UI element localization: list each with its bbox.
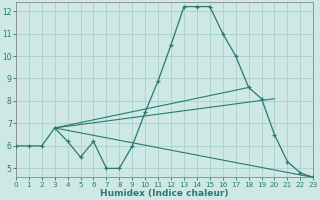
X-axis label: Humidex (Indice chaleur): Humidex (Indice chaleur) (100, 189, 229, 198)
